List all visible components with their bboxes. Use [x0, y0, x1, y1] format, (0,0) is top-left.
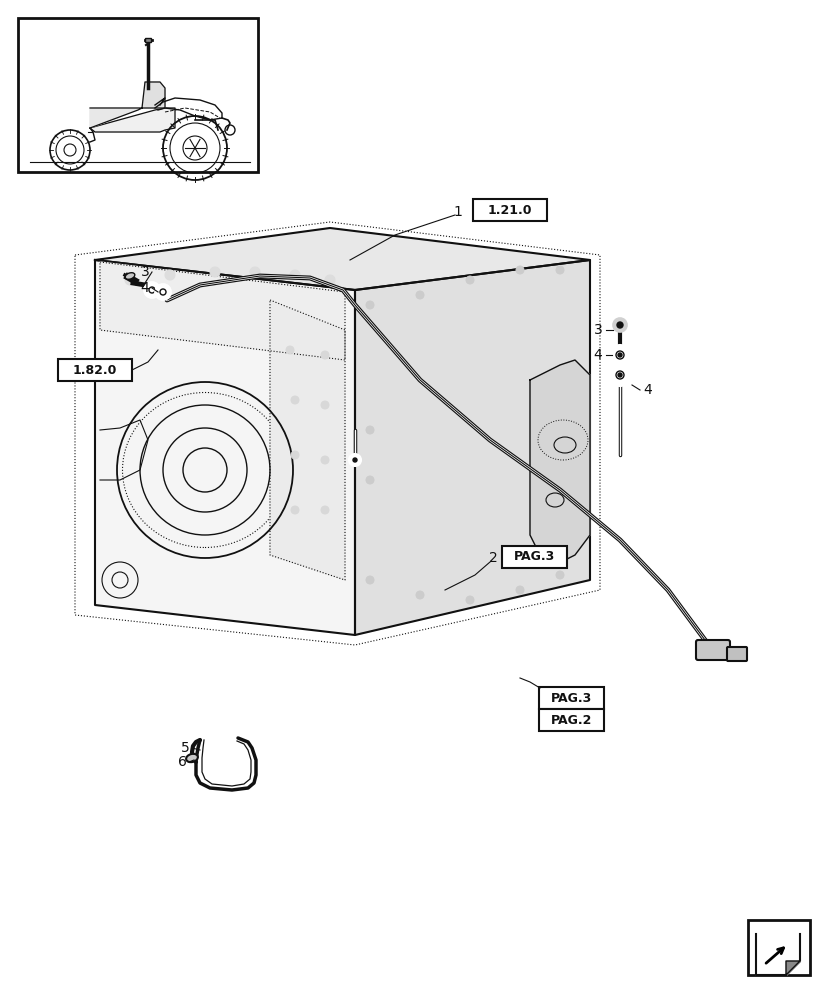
Ellipse shape [125, 273, 135, 279]
Polygon shape [95, 228, 590, 290]
Circle shape [290, 506, 299, 514]
Text: 4: 4 [643, 383, 652, 397]
Polygon shape [785, 961, 799, 975]
Polygon shape [270, 300, 345, 580]
Bar [145, 38, 151, 42]
Circle shape [250, 267, 260, 277]
Text: 1.82.0: 1.82.0 [73, 363, 117, 376]
Polygon shape [355, 260, 590, 635]
Text: 3: 3 [141, 265, 149, 279]
Circle shape [515, 266, 523, 274]
Circle shape [609, 345, 629, 365]
Circle shape [609, 364, 630, 386]
Circle shape [165, 270, 174, 280]
Text: PAG.2: PAG.2 [551, 713, 592, 726]
Polygon shape [755, 934, 799, 975]
Bar [472, 199, 547, 221]
Circle shape [466, 596, 473, 604]
Circle shape [325, 275, 335, 285]
Circle shape [290, 396, 299, 404]
Circle shape [466, 276, 473, 284]
Circle shape [285, 346, 294, 354]
Circle shape [155, 284, 171, 300]
Bar [539, 687, 604, 709]
Circle shape [321, 506, 328, 514]
Polygon shape [141, 82, 165, 108]
Circle shape [125, 275, 135, 285]
Circle shape [366, 576, 374, 584]
Circle shape [555, 471, 563, 479]
Polygon shape [95, 260, 355, 635]
Circle shape [612, 318, 626, 332]
Circle shape [289, 270, 299, 280]
Circle shape [555, 571, 563, 579]
Circle shape [366, 476, 374, 484]
Circle shape [321, 456, 328, 464]
Bar [539, 709, 604, 731]
Polygon shape [529, 360, 590, 560]
Text: 4: 4 [593, 348, 602, 362]
Text: 6: 6 [177, 755, 186, 769]
Polygon shape [90, 108, 141, 128]
Circle shape [210, 267, 220, 277]
Bar [502, 546, 566, 568]
Circle shape [348, 454, 361, 466]
Text: PAG.3: PAG.3 [551, 692, 592, 704]
Circle shape [415, 291, 423, 299]
Text: 2: 2 [488, 551, 497, 565]
Circle shape [555, 266, 563, 274]
Text: PAG.3: PAG.3 [514, 550, 555, 564]
Circle shape [555, 421, 563, 429]
Bar [18, 18, 258, 172]
FancyBboxPatch shape [726, 647, 746, 661]
Circle shape [616, 322, 622, 328]
Text: 1.21.0: 1.21.0 [487, 204, 532, 217]
Circle shape [366, 426, 374, 434]
Circle shape [290, 451, 299, 459]
Text: 3: 3 [593, 323, 602, 337]
Bar [58, 359, 131, 381]
Ellipse shape [186, 754, 198, 762]
Circle shape [366, 301, 374, 309]
Polygon shape [90, 108, 174, 132]
Circle shape [415, 591, 423, 599]
Text: 4: 4 [141, 281, 149, 295]
Circle shape [321, 351, 328, 359]
Circle shape [144, 282, 160, 298]
Text: 1: 1 [453, 205, 461, 219]
Circle shape [617, 353, 621, 357]
Text: 5: 5 [180, 741, 189, 755]
Circle shape [515, 586, 523, 594]
Circle shape [321, 401, 328, 409]
Circle shape [352, 458, 356, 462]
Polygon shape [100, 262, 345, 360]
Circle shape [617, 373, 621, 377]
FancyBboxPatch shape [696, 640, 729, 660]
Bar [747, 920, 809, 975]
